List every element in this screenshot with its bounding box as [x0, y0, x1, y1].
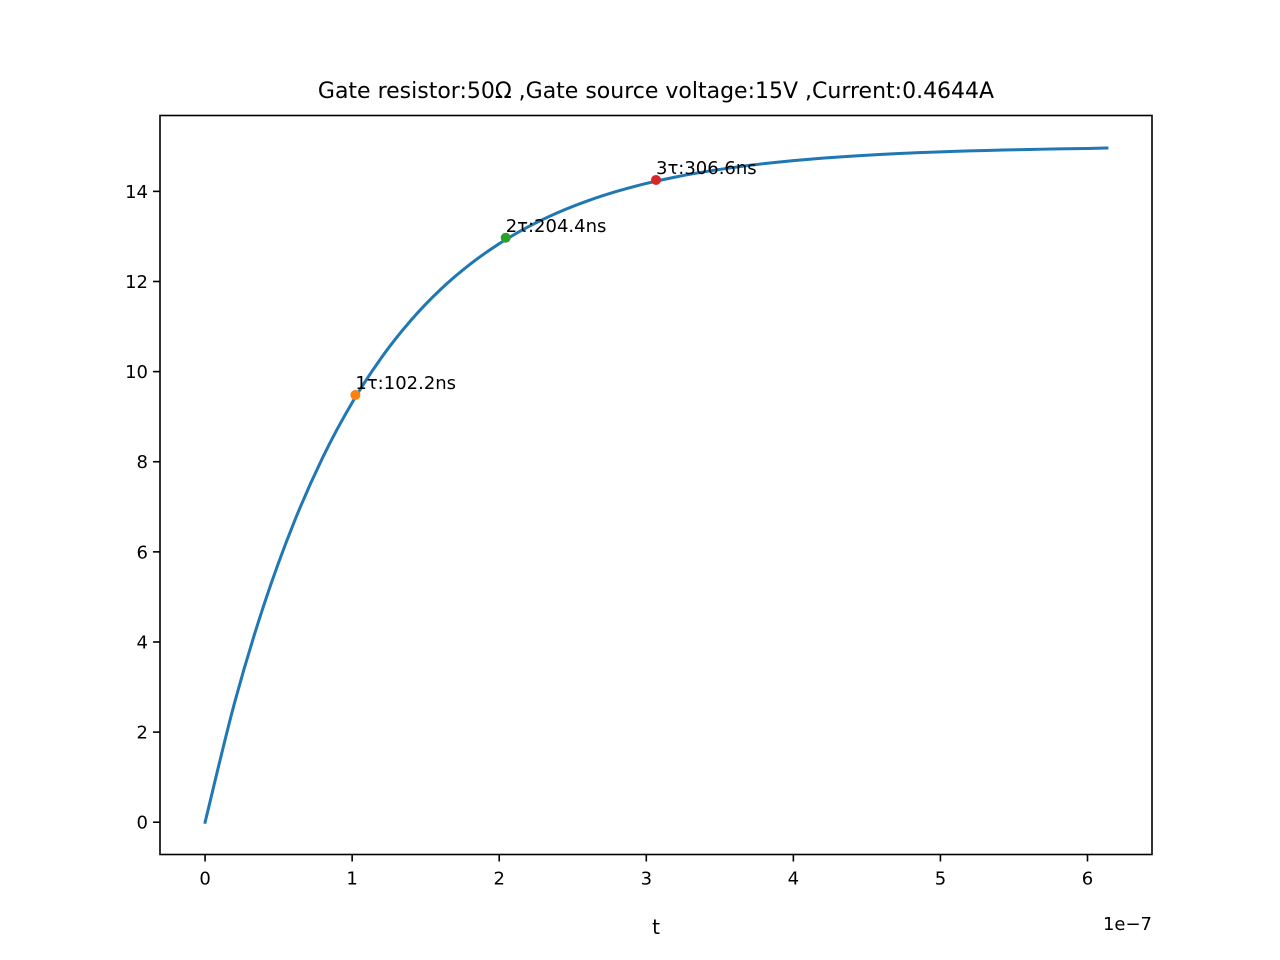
tau-marker-point: [350, 389, 361, 400]
x-tick-label: 6: [1082, 869, 1093, 890]
axes-frame: [159, 114, 1153, 856]
y-tick-label: 4: [137, 632, 148, 653]
tau-marker-label: 1τ:102.2ns: [355, 373, 456, 394]
y-tick-label: 2: [137, 723, 148, 744]
tau-marker-point: [500, 232, 511, 243]
x-tick-label: 5: [935, 869, 946, 890]
tau-marker-point: [651, 174, 661, 185]
x-tick-label: 1: [346, 869, 357, 890]
y-tick-label: 14: [125, 182, 148, 203]
tau-marker-label: 2τ:204.4ns: [506, 216, 607, 237]
y-tick-label: 0: [137, 813, 148, 834]
x-tick-label: 3: [641, 869, 652, 890]
y-tick-label: 8: [137, 452, 148, 473]
tau-marker-label: 3τ:306.6ns: [656, 158, 757, 179]
chart-title: Gate resistor:50Ω ,Gate source voltage:1…: [318, 79, 994, 104]
x-tick-label: 4: [788, 869, 799, 890]
y-tick-label: 12: [125, 272, 148, 293]
x-axis-label: t: [652, 915, 660, 939]
y-tick-label: 6: [137, 542, 148, 563]
series-line: [203, 146, 1109, 825]
plot-area: 0 1 2 3 4 5 6024681012141τ:102.2ns2τ:204.4ns3τ…: [125, 146, 1109, 890]
y-tick-label: 10: [125, 362, 148, 383]
x-axis-offset-label: 1e−7: [1103, 914, 1152, 935]
x-tick-label: 2: [493, 869, 504, 890]
x-tick-label: 0: [199, 869, 210, 890]
